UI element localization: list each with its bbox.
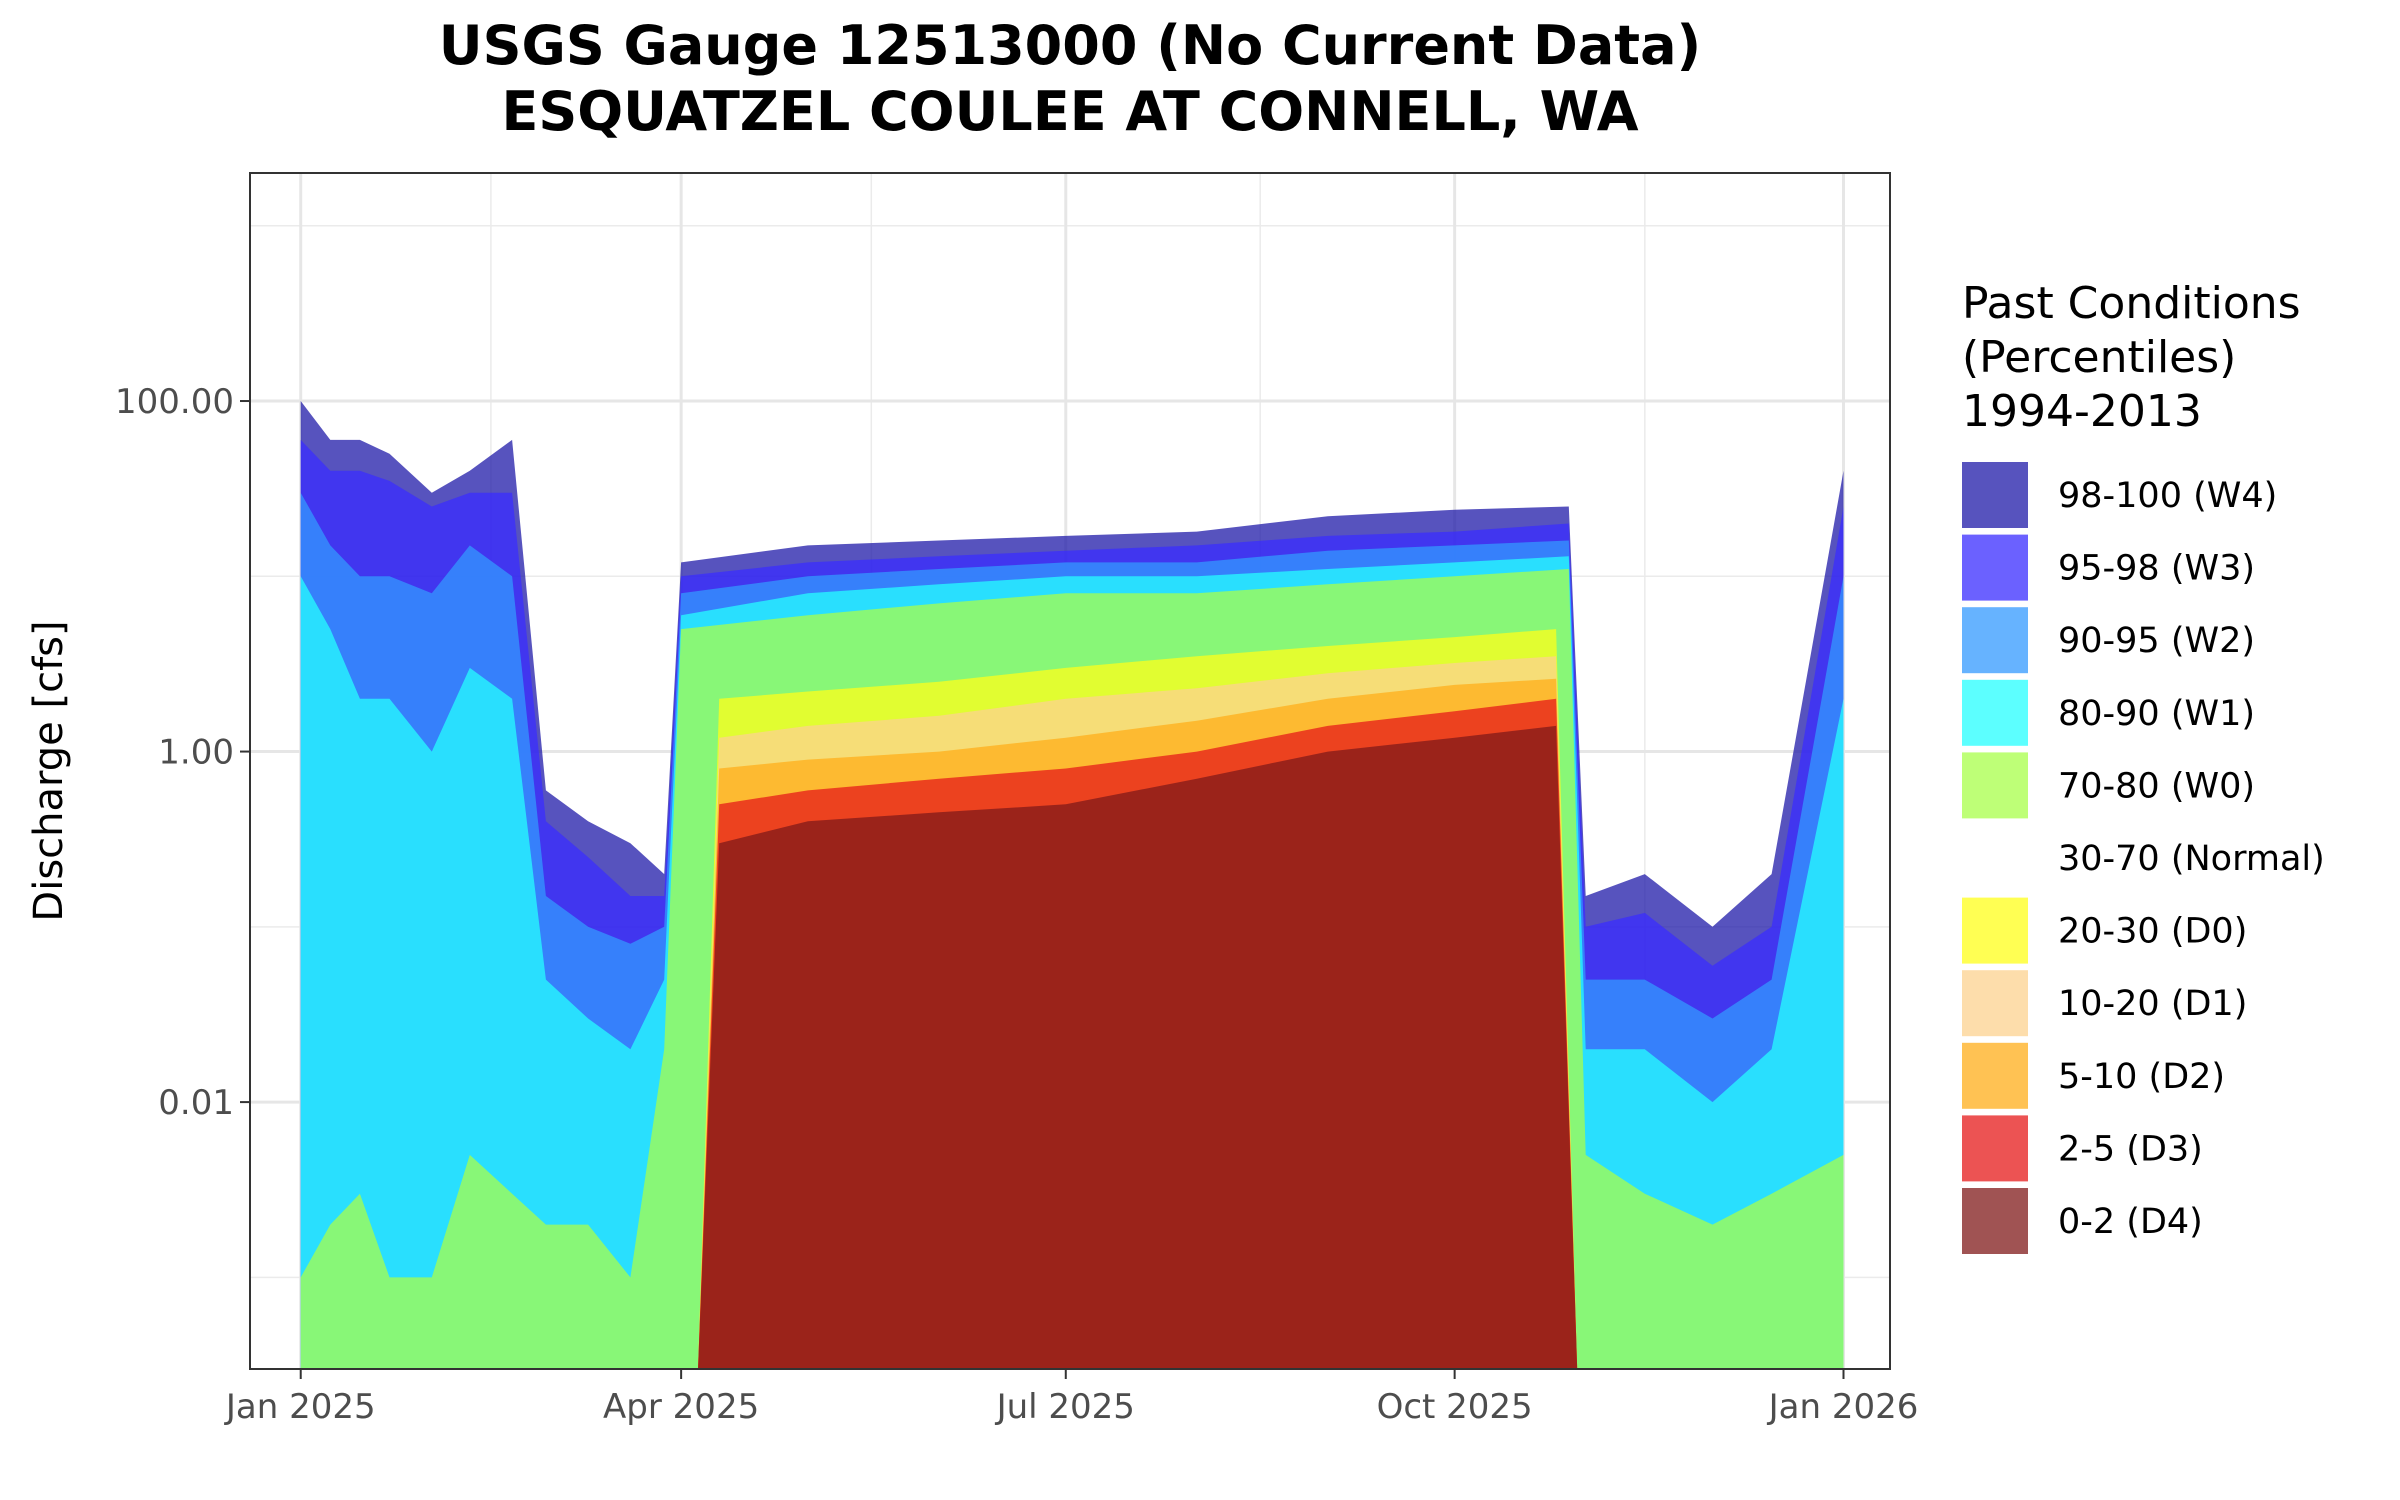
percentile-bands [300, 401, 1844, 1369]
x-tick-label: Apr 2025 [603, 1387, 759, 1427]
legend-title-line: Past Conditions [1962, 278, 2301, 329]
legend-item-label: 5-10 (D2) [2058, 1057, 2225, 1097]
chart-subtitle: ESQUATZEL COULEE AT CONNELL, WA [501, 80, 1638, 143]
x-axis: Jan 2025 Apr 2025 Jul 2025 Oct 2025 Jan 2026 [224, 1369, 1919, 1427]
legend-swatch [1962, 1042, 2028, 1109]
legend-swatch [1962, 1115, 2028, 1182]
legend-item-label: 10-20 (D1) [2058, 984, 2247, 1024]
legend-item-label: 70-80 (W0) [2058, 766, 2255, 806]
legend-swatch [1962, 970, 2028, 1037]
x-tick-label: Jan 2025 [224, 1387, 376, 1427]
legend-item-label: 80-90 (W1) [2058, 694, 2255, 734]
chart-title: USGS Gauge 12513000 (No Current Data) [439, 14, 1701, 77]
legend-swatch [1962, 1188, 2028, 1254]
legend-swatch [1962, 752, 2028, 819]
legend-swatch [1962, 607, 2028, 674]
legend-swatch [1962, 897, 2028, 964]
legend-item-label: 2-5 (D3) [2058, 1129, 2203, 1169]
x-tick-label: Jan 2026 [1767, 1387, 1919, 1427]
y-axis: 100.00 1.00 0.01 [115, 382, 250, 1123]
y-tick-label: 1.00 [158, 733, 234, 773]
legend-item-label: 20-30 (D0) [2058, 912, 2247, 952]
legend-title-line: 1994-2013 [1962, 386, 2202, 437]
legend-item-label: 90-95 (W2) [2058, 621, 2255, 661]
legend: Past Conditions(Percentiles)1994-2013 98-… [1962, 278, 2325, 1254]
y-axis-title: Discharge [cfs] [26, 620, 72, 921]
legend-item-label: 30-70 (Normal) [2058, 839, 2325, 879]
legend-title-line: (Percentiles) [1962, 332, 2236, 383]
x-tick-label: Oct 2025 [1377, 1387, 1533, 1427]
band-group [300, 401, 1844, 1369]
legend-swatch [1962, 679, 2028, 746]
legend-swatch [1962, 534, 2028, 601]
legend-swatch [1962, 825, 2028, 891]
legend-item-label: 98-100 (W4) [2058, 476, 2277, 516]
y-tick-label: 0.01 [158, 1083, 234, 1123]
legend-swatch [1962, 462, 2028, 528]
legend-item-label: 0-2 (D4) [2058, 1202, 2203, 1242]
x-tick-label: Jul 2025 [995, 1387, 1135, 1427]
plot-border [249, 172, 1891, 1370]
y-tick-label: 100.00 [115, 382, 234, 422]
legend-item-label: 95-98 (W3) [2058, 549, 2255, 589]
band-0-2-d4 [698, 725, 1578, 1369]
